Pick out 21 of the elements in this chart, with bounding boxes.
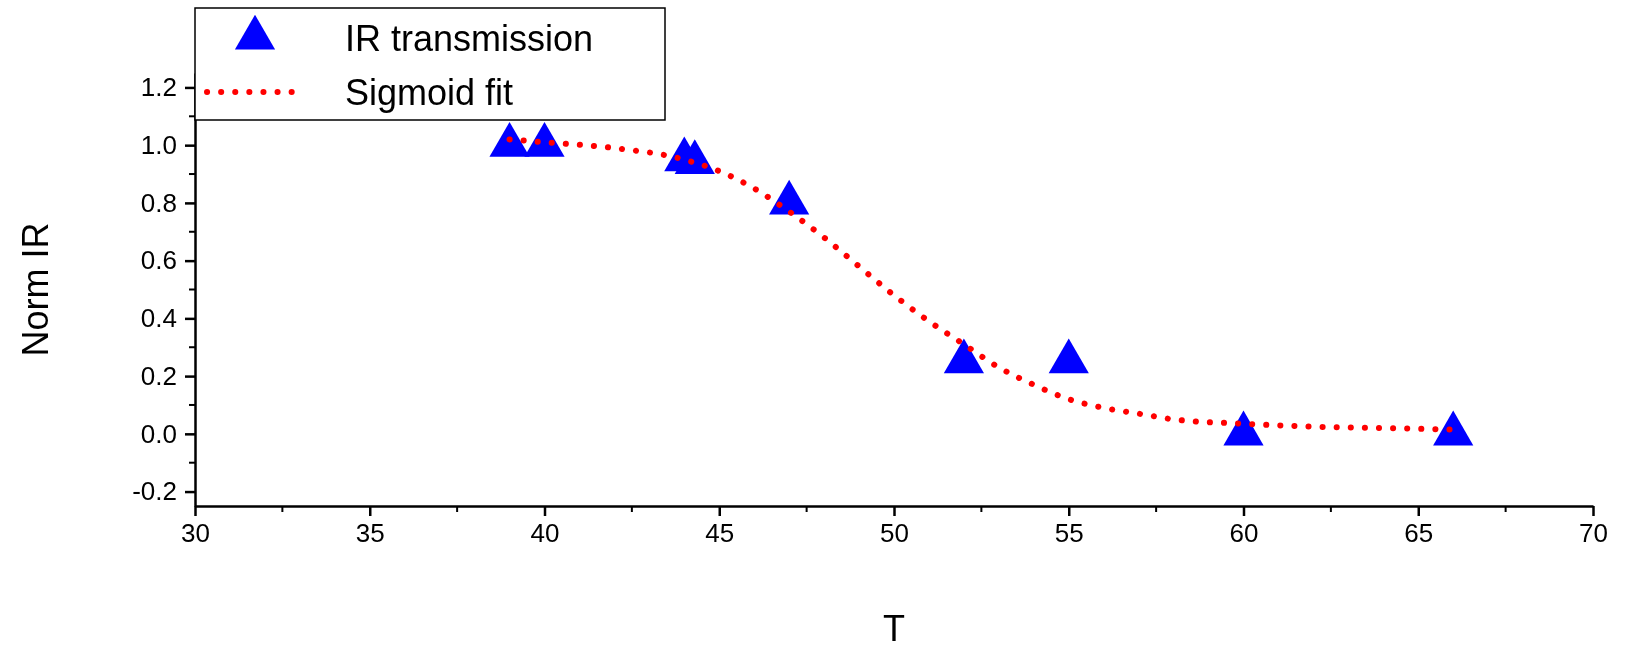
x-tick-label: 40 [530,518,560,549]
legend-label: IR transmission [345,18,594,59]
y-tick-label: 1.2 [140,72,177,103]
x-tick-label: 45 [705,518,735,549]
x-axis-title: T [883,608,905,649]
x-tick-label: 30 [181,518,210,549]
y-tick-label: 0.0 [140,418,177,449]
legend-label: Sigmoid fit [345,72,514,113]
y-tick-label: 0.2 [140,360,177,391]
y-tick-label: 0.6 [140,245,177,276]
x-tick-label: 55 [1054,518,1084,549]
y-axis-title: Norm IR [15,222,56,357]
x-tick-label: 70 [1579,518,1608,549]
x-tick-label: 65 [1404,518,1434,549]
y-tick-label: 0.4 [140,303,177,334]
x-tick-label: 50 [880,518,909,549]
y-tick-label: 0.8 [140,187,177,218]
y-tick-label: -0.2 [132,476,177,507]
y-tick-label: 1.0 [140,129,177,160]
x-tick-label: 60 [1229,518,1259,549]
x-tick-label: 35 [355,518,385,549]
